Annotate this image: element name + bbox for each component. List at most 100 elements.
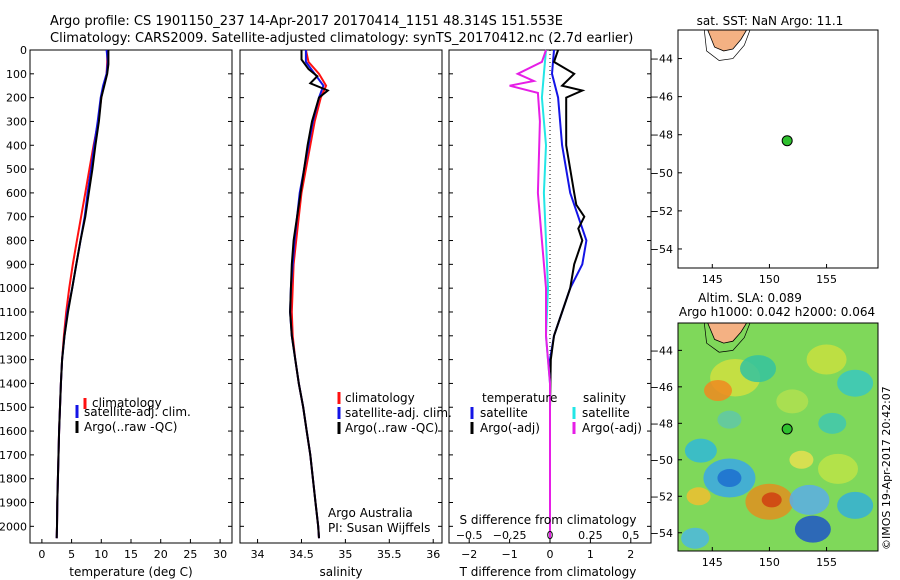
y-tick-label: 1800 (0, 473, 27, 486)
x-tick-label: 2 (627, 548, 634, 561)
series-argo-raw-qc- (289, 50, 330, 539)
map-y-tick-label: −54 (650, 243, 673, 256)
difference-legend: temperature salinity satellite Argo(-adj… (470, 391, 642, 435)
y-tick-label: 600 (6, 187, 27, 200)
x-tick-label: 1 (587, 548, 594, 561)
x-tick-label: 34.5 (289, 548, 314, 561)
x-tick-label: 0 (38, 548, 45, 561)
y-tick-label: 1900 (0, 497, 27, 510)
sla-map-panel: 145 150 155 −44 −46 −48 −50 −52 −54 (650, 322, 879, 569)
s-tick-label: 0.5 (622, 529, 640, 542)
argo-float-marker (781, 423, 793, 435)
x-tick-label: 20 (154, 548, 168, 561)
sla-anomaly-blob (761, 492, 782, 508)
sla-anomaly-blob (794, 515, 831, 543)
map-y-tick-label: −46 (650, 381, 673, 394)
map-x-tick-label: 150 (759, 273, 780, 286)
sla-anomaly-blob (789, 484, 830, 515)
legend-text-argo: Argo(..raw -QC) (84, 420, 177, 434)
s-tick-label: −0.25 (493, 529, 527, 542)
difference-panel: −2 −1 0 1 2 −0.5 −0.25 0 0.25 0.5 (448, 49, 652, 561)
y-tick-label: 300 (6, 115, 27, 128)
y-tick-label: 1200 (0, 330, 27, 343)
map-y-tick-label: −44 (650, 344, 673, 357)
legend-text-argo: Argo(..raw -QC) (345, 421, 438, 435)
legend-title-temperature: temperature (482, 391, 557, 405)
y-tick-label: 0 (20, 44, 27, 57)
header-line2: Climatology: CARS2009. Satellite-adjuste… (50, 31, 633, 46)
argo-float-marker (781, 135, 793, 147)
map-x-tick-label: 145 (702, 273, 723, 286)
y-tick-label: 200 (6, 92, 27, 105)
y-tick-label: 1400 (0, 377, 27, 390)
map-y-tick-label: −46 (650, 91, 673, 104)
salinity-legend: climatology satellite-adj. clim. Argo(..… (337, 391, 452, 435)
s-tick-label: 0.25 (578, 529, 603, 542)
map-x-tick-label: 150 (759, 556, 780, 569)
sla-map-title1: Altim. SLA: 0.089 (698, 291, 802, 305)
map-y-tick-label: −52 (650, 490, 673, 503)
x-tick-label: 35.5 (377, 548, 402, 561)
y-tick-label: 1000 (0, 282, 27, 295)
depth-contour (703, 30, 751, 61)
tasmania-land (707, 323, 748, 344)
series-t-argo-adj- (549, 49, 586, 539)
x-tick-label: 36 (426, 548, 440, 561)
sla-anomaly-blob (684, 438, 717, 463)
salinity-frame (239, 49, 443, 544)
x-tick-label: −2 (461, 548, 477, 561)
y-tick-label: 1100 (0, 306, 27, 319)
map-frame (677, 29, 879, 269)
x-tick-label: 34 (251, 548, 265, 561)
temperature-frame (29, 49, 233, 544)
s-tick-label: −0.5 (456, 529, 483, 542)
sla-anomaly-blob (818, 453, 858, 484)
legend-text-clim: climatology (345, 391, 415, 405)
y-tick-label: 900 (6, 258, 27, 271)
series-s-argo-adj- (509, 49, 551, 539)
map-frame (677, 322, 879, 552)
sla-anomaly-blob (837, 369, 874, 397)
temperature-legend: climatology satellite-adj. clim. Argo(..… (75, 396, 191, 434)
map-x-tick-label: 145 (702, 556, 723, 569)
legend-title-salinity: salinity (583, 391, 626, 405)
y-tick-label: 1300 (0, 354, 27, 367)
sla-anomaly-blob (818, 412, 847, 434)
x-tick-label: 15 (124, 548, 138, 561)
x-tick-label: 5 (68, 548, 75, 561)
sla-anomaly-blob (681, 527, 710, 549)
map-y-tick-label: −44 (650, 53, 673, 66)
depth-contour (703, 323, 751, 353)
legend-text-t-argo: Argo(-adj) (480, 421, 540, 435)
watermark: ©IMOS 19-Apr-2017 20:42:07 (880, 386, 893, 550)
series-satellite-adj-clim- (289, 50, 325, 539)
sla-anomaly-blob (806, 344, 847, 375)
s-tick-label: 0 (547, 529, 554, 542)
sla-anomaly-blob (740, 355, 776, 383)
x-tick-label: 25 (183, 548, 197, 561)
sla-anomaly-blob (789, 450, 814, 469)
series-satellite-adj-clim- (55, 49, 109, 539)
difference-xlabel2: S difference from climatology (460, 513, 637, 527)
header-line1: Argo profile: CS 1901150_237 14-Apr-2017… (50, 14, 563, 29)
sst-map-panel: 145 150 155 −44 −46 −48 −50 −52 −54 (650, 29, 879, 286)
map-x-tick-label: 155 (816, 273, 837, 286)
y-tick-label: 100 (6, 68, 27, 81)
x-tick-label: 30 (213, 548, 227, 561)
x-tick-label: 0 (547, 548, 554, 561)
x-tick-label: 35 (338, 548, 352, 561)
x-tick-label: −1 (501, 548, 517, 561)
sla-anomaly-blob (776, 389, 809, 414)
sla-anomaly-blob (717, 469, 742, 488)
temperature-xlabel: temperature (deg C) (69, 565, 192, 579)
map-x-tick-label: 155 (816, 556, 837, 569)
x-tick-label: 10 (94, 548, 108, 561)
legend-text-sat: satellite-adj. clim. (84, 405, 191, 419)
difference-xlabel: T difference from climatology (459, 565, 637, 579)
credit-text: Argo Australia (328, 506, 413, 520)
map-y-tick-label: −48 (650, 417, 673, 430)
sla-anomaly-blob (837, 491, 874, 519)
y-tick-label: 700 (6, 211, 27, 224)
